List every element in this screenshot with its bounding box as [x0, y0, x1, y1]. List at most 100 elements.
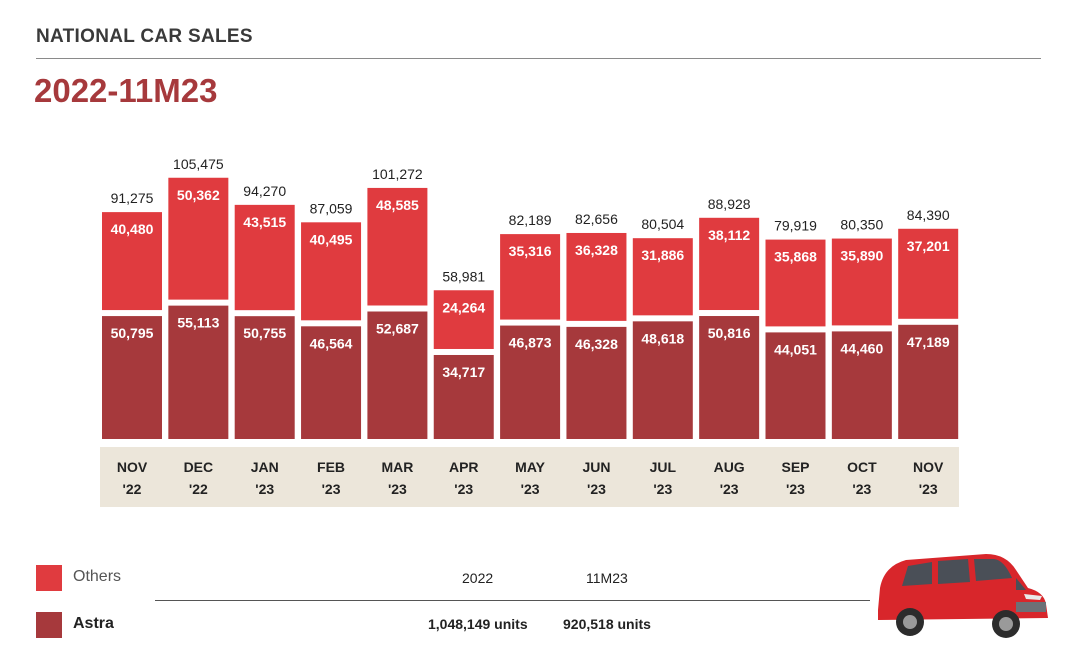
bar-others	[168, 177, 229, 300]
x-tick-year: '23	[587, 481, 606, 497]
bar-others	[102, 212, 162, 311]
car-illustration	[878, 554, 1048, 638]
data-label-others: 50,362	[177, 187, 220, 203]
bar-others	[234, 204, 295, 311]
summary-value-11m23: 920,518 units	[563, 616, 651, 632]
bar-astra	[301, 326, 362, 439]
x-tick-month: JUN	[582, 459, 610, 475]
data-label-total: 82,189	[509, 212, 552, 228]
data-label-astra: 50,816	[708, 325, 751, 341]
bar-others	[433, 290, 494, 349]
data-label-astra: 34,717	[442, 364, 485, 380]
summary-value-2022: 1,048,149 units	[428, 616, 528, 632]
bar-astra	[632, 321, 693, 439]
data-label-total: 84,390	[907, 207, 950, 223]
x-tick-year: '23	[852, 481, 871, 497]
bar-others	[831, 238, 892, 326]
bar-others	[699, 217, 760, 311]
x-tick-month: JUL	[650, 459, 677, 475]
bar-astra	[234, 316, 295, 439]
legend-swatch-others	[36, 565, 62, 591]
bar-others	[500, 234, 561, 320]
x-tick-year: '23	[521, 481, 540, 497]
legend-label-others: Others	[73, 568, 122, 585]
category-band	[100, 447, 959, 507]
bar-others	[301, 222, 362, 321]
data-label-others: 38,112	[708, 227, 750, 243]
bar-astra	[831, 331, 892, 439]
data-label-others: 35,316	[509, 243, 552, 259]
x-tick-year: '23	[454, 481, 473, 497]
chart-header-title: NATIONAL CAR SALES	[36, 26, 253, 47]
x-tick-month: MAR	[381, 459, 413, 475]
data-label-total: 82,656	[575, 211, 618, 227]
bar-others	[367, 187, 428, 306]
data-label-total: 94,270	[243, 183, 286, 199]
data-label-others: 24,264	[442, 299, 485, 315]
data-label-others: 31,886	[641, 247, 684, 263]
x-tick-month: FEB	[317, 459, 345, 475]
bar-others	[898, 228, 959, 319]
bar-astra	[699, 316, 760, 439]
data-label-total: 87,059	[310, 200, 353, 216]
bar-astra	[168, 305, 229, 439]
data-label-others: 37,201	[907, 238, 950, 254]
data-label-astra: 50,795	[111, 325, 154, 341]
data-label-others: 35,890	[840, 248, 883, 264]
x-tick-month: APR	[449, 459, 479, 475]
data-label-others: 43,515	[243, 214, 286, 230]
x-tick-year: '23	[322, 481, 341, 497]
bar-astra	[566, 326, 627, 439]
bar-astra	[367, 311, 428, 439]
x-tick-month: OCT	[847, 459, 877, 475]
sales-bar-chart: 50,795 40,480 91,275 NOV '22 55,113 50,362 105,…	[102, 156, 959, 497]
x-tick-year: '22	[189, 481, 208, 497]
legend-label-astra: Astra	[73, 615, 114, 632]
x-tick-year: '23	[255, 481, 274, 497]
data-label-astra: 46,564	[310, 335, 353, 351]
data-label-astra: 47,189	[907, 334, 950, 350]
legend-swatch-astra	[36, 612, 62, 638]
x-tick-month: NOV	[117, 459, 148, 475]
data-label-astra: 55,113	[177, 315, 219, 331]
data-label-astra: 50,755	[243, 325, 286, 341]
bar-others	[566, 232, 627, 321]
data-label-total: 80,504	[641, 216, 684, 232]
header-divider	[36, 58, 1041, 59]
x-tick-year: '22	[123, 481, 142, 497]
data-label-astra: 52,687	[376, 320, 419, 336]
x-tick-year: '23	[388, 481, 407, 497]
x-tick-year: '23	[786, 481, 805, 497]
data-label-astra: 48,618	[641, 330, 684, 346]
bar-astra	[765, 332, 826, 439]
data-label-total: 80,350	[840, 217, 883, 233]
data-label-others: 40,480	[111, 221, 154, 237]
bar-astra	[898, 324, 959, 439]
data-label-astra: 46,873	[509, 335, 552, 351]
x-tick-month: DEC	[184, 459, 214, 475]
chart-subtitle: 2022-11M23	[34, 72, 218, 109]
bar-astra	[500, 325, 561, 439]
x-tick-month: SEP	[781, 459, 809, 475]
x-tick-year: '23	[720, 481, 739, 497]
data-label-astra: 44,460	[840, 340, 883, 356]
x-tick-month: AUG	[714, 459, 745, 475]
data-label-others: 48,585	[376, 197, 419, 213]
data-label-astra: 44,051	[774, 341, 817, 357]
data-label-total: 88,928	[708, 196, 751, 212]
data-label-total: 101,272	[372, 166, 423, 182]
bar-astra	[102, 316, 162, 439]
data-label-others: 36,328	[575, 242, 618, 258]
summary-header-11m23: 11M23	[586, 570, 628, 586]
summary-header-2022: 2022	[462, 570, 494, 586]
x-tick-year: '23	[653, 481, 672, 497]
data-label-total: 91,275	[111, 190, 154, 206]
data-label-total: 79,919	[774, 218, 817, 234]
x-tick-month: JAN	[251, 459, 279, 475]
x-tick-month: NOV	[913, 459, 944, 475]
data-label-others: 35,868	[774, 249, 817, 265]
summary-divider	[155, 600, 870, 601]
data-label-astra: 46,328	[575, 336, 618, 352]
data-label-others: 40,495	[310, 231, 353, 247]
bar-others	[632, 238, 693, 316]
